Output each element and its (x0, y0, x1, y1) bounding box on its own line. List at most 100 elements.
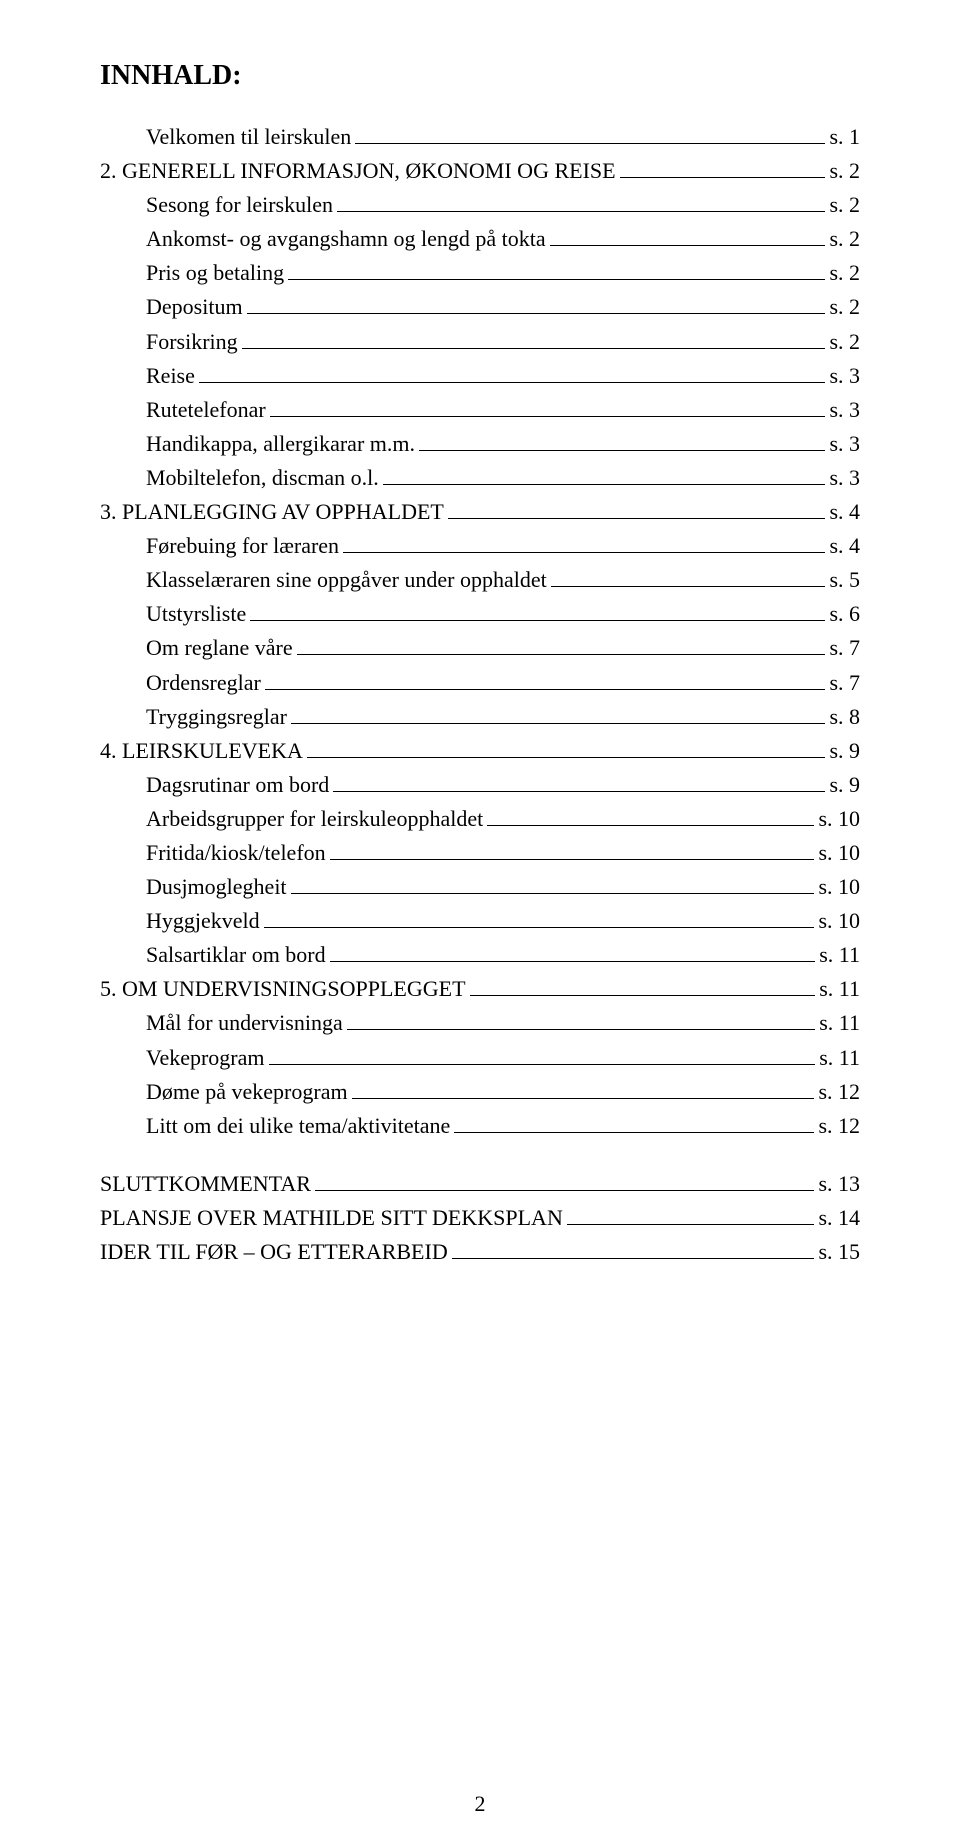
toc-page-ref: s. 10 (818, 904, 860, 938)
toc-row: 3. PLANLEGGING AV OPPHALDETs. 4 (100, 495, 860, 529)
toc-leader-line (269, 1042, 816, 1065)
toc-label: Mobiltelefon, discman o.l. (146, 461, 379, 495)
toc-row: IDER TIL FØR – OG ETTERARBEID s. 15 (100, 1235, 860, 1269)
toc-leader-line (333, 769, 825, 792)
toc-label: Tryggingsreglar (146, 700, 287, 734)
toc-row: Utstyrsliste s. 6 (100, 597, 860, 631)
toc-label: Salsartiklar om bord (146, 938, 326, 972)
toc-page-ref: s. 11 (819, 972, 860, 1006)
toc-row: Forsikrings. 2 (100, 325, 860, 359)
toc-label: Rutetelefonar (146, 393, 266, 427)
toc-leader-line (199, 360, 826, 383)
toc-label: Dusjmoglegheit (146, 870, 287, 904)
toc-label: SLUTTKOMMENTAR (100, 1167, 311, 1201)
toc-leader-line (330, 837, 815, 860)
toc-page-ref: s. 9 (829, 734, 860, 768)
toc-label: Ordensreglar (146, 666, 261, 700)
toc-page-ref: s. 1 (829, 120, 860, 154)
toc-row: Rutetelefonar s. 3 (100, 393, 860, 427)
toc-leader-line (347, 1007, 816, 1030)
toc-leader-line (330, 939, 816, 962)
toc-leader-line (383, 462, 826, 485)
toc-label: Om reglane våre (146, 631, 293, 665)
toc-row: Handikappa, allergikarar m.m.s. 3 (100, 427, 860, 461)
toc-label: Utstyrsliste (146, 597, 246, 631)
toc-page-ref: s. 10 (818, 836, 860, 870)
toc-leader-line (454, 1110, 814, 1133)
toc-row: PLANSJE OVER MATHILDE SITT DEKKSPLANs. 1… (100, 1201, 860, 1235)
toc-label: Sesong for leirskulen (146, 188, 333, 222)
toc-row: 4. LEIRSKULEVEKA s. 9 (100, 734, 860, 768)
toc-page-ref: s. 3 (829, 359, 860, 393)
toc-page-ref: s. 15 (818, 1235, 860, 1269)
toc-page-ref: s. 10 (818, 802, 860, 836)
toc-leader-line (337, 189, 825, 212)
toc-leader-line (343, 530, 825, 553)
toc-leader-line (567, 1202, 815, 1225)
toc-row: Pris og betaling s. 2 (100, 256, 860, 290)
toc-page-ref: s. 3 (829, 393, 860, 427)
toc-leader-line (551, 564, 826, 587)
toc-page-ref: s. 6 (829, 597, 860, 631)
toc-label: Klasselæraren sine oppgåver under opphal… (146, 563, 547, 597)
toc-leader-line (352, 1076, 815, 1099)
toc-leader-line (242, 326, 826, 349)
page-heading: INNHALD: (100, 60, 860, 92)
toc-label: Reise (146, 359, 195, 393)
toc-gap (100, 1143, 860, 1167)
toc-page-ref: s. 10 (818, 870, 860, 904)
toc-page-ref: s. 2 (829, 222, 860, 256)
toc-label: Mål for undervisninga (146, 1006, 343, 1040)
toc-leader-line (315, 1168, 815, 1191)
toc-label: Dagsrutinar om bord (146, 768, 329, 802)
toc-page-ref: s. 7 (829, 666, 860, 700)
toc-label: 3. PLANLEGGING AV OPPHALDET (100, 495, 444, 529)
toc-leader-line (452, 1236, 815, 1259)
toc-page-ref: s. 8 (829, 700, 860, 734)
toc-leader-line (620, 155, 826, 178)
toc-page-ref: s. 2 (829, 256, 860, 290)
toc-leader-line (265, 667, 826, 690)
toc-page-ref: s. 3 (829, 461, 860, 495)
toc-leader-line (291, 871, 815, 894)
toc-leader-line (291, 701, 825, 724)
toc-label: 5. OM UNDERVISNINGSOPPLEGGET (100, 972, 466, 1006)
toc-label: 2. GENERELL INFORMASJON, ØKONOMI OG REIS… (100, 154, 616, 188)
toc-page-ref: s. 11 (819, 1006, 860, 1040)
toc-page-ref: s. 14 (818, 1201, 860, 1235)
toc-page-ref: s. 2 (829, 188, 860, 222)
toc-row: Dagsrutinar om bords. 9 (100, 768, 860, 802)
toc-label: Fritida/kiosk/telefon (146, 836, 326, 870)
toc-row: 5. OM UNDERVISNINGSOPPLEGGET s. 11 (100, 972, 860, 1006)
toc-label: Førebuing for læraren (146, 529, 339, 563)
toc-label: Vekeprogram (146, 1041, 265, 1075)
toc-leader-line (487, 803, 814, 826)
toc-row: Mål for undervisninga s. 11 (100, 1006, 860, 1040)
toc-label: Handikappa, allergikarar m.m. (146, 427, 415, 461)
toc-page-ref: s. 2 (829, 325, 860, 359)
toc-leader-line (448, 496, 826, 519)
toc-row: Ordensreglar s. 7 (100, 666, 860, 700)
toc-leader-line (307, 735, 826, 758)
toc-label: Pris og betaling (146, 256, 284, 290)
toc-label: Arbeidsgrupper for leirskuleopphaldet (146, 802, 483, 836)
toc-row: Førebuing for lærarens. 4 (100, 529, 860, 563)
toc-row: Klasselæraren sine oppgåver under opphal… (100, 563, 860, 597)
toc-row: Fritida/kiosk/telefon s. 10 (100, 836, 860, 870)
toc-row: Arbeidsgrupper for leirskuleopphaldet s. … (100, 802, 860, 836)
toc-row: Sesong for leirskulen s. 2 (100, 188, 860, 222)
toc-leader-line (419, 428, 825, 451)
toc-label: IDER TIL FØR – OG ETTERARBEID (100, 1235, 448, 1269)
toc-leader-line (264, 905, 815, 928)
toc-row: Reise s. 3 (100, 359, 860, 393)
toc-label: 4. LEIRSKULEVEKA (100, 734, 303, 768)
toc-page-ref: s. 2 (829, 290, 860, 324)
toc-leader-line (470, 973, 816, 996)
toc-leader-line (270, 394, 826, 417)
toc-page-ref: s. 11 (819, 1041, 860, 1075)
page-number: 2 (0, 1791, 960, 1817)
toc-leader-line (297, 632, 826, 655)
toc-page-ref: s. 13 (818, 1167, 860, 1201)
toc-leader-line (355, 121, 825, 144)
toc-row: Depositums. 2 (100, 290, 860, 324)
